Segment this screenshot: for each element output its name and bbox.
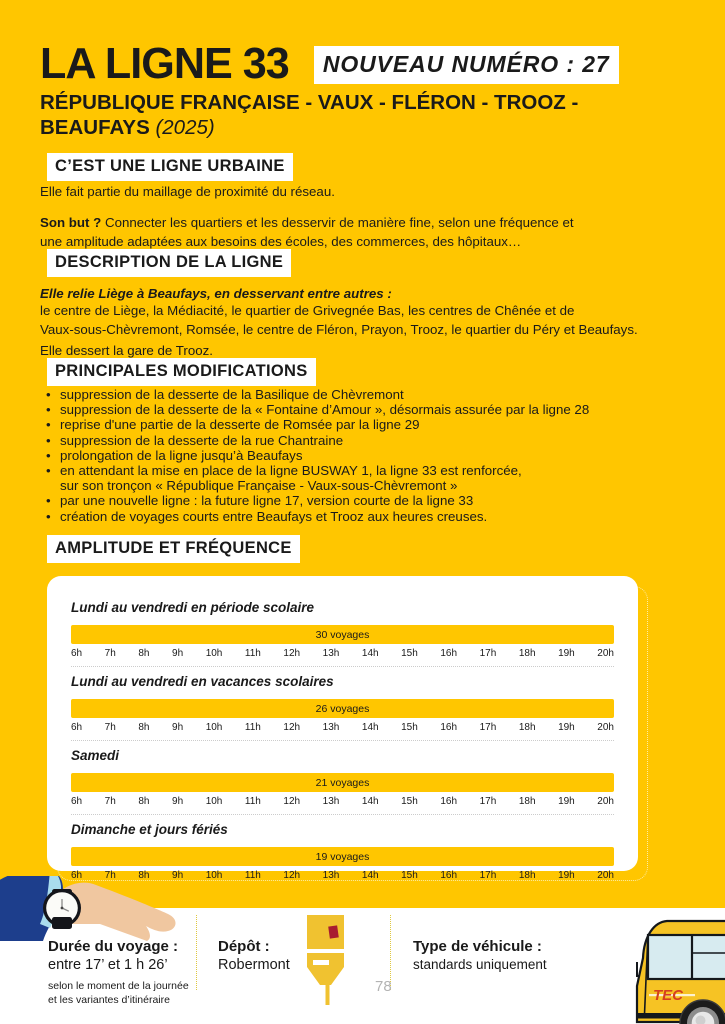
svg-text:TEC: TEC xyxy=(653,987,684,1004)
